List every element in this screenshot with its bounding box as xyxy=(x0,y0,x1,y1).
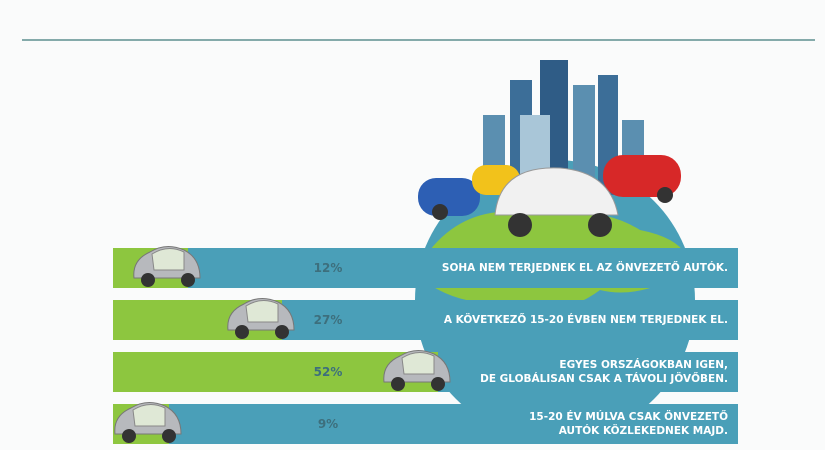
value-label: 52% xyxy=(313,365,343,379)
value-label: 27% xyxy=(313,313,343,327)
bar-row: 9% 15-20 ÉV MÚLVA CSAK ÖNVEZETŐ AUTÓK KÖZ… xyxy=(113,402,738,444)
value-label: 9% xyxy=(317,417,339,431)
bar-row: 12% SOHA NEM TERJEDNEK EL AZ ÖNVEZETŐ AUT… xyxy=(113,246,738,288)
bar xyxy=(113,352,438,392)
bar-track xyxy=(113,248,738,288)
cars xyxy=(418,155,681,237)
car-icon xyxy=(109,394,187,444)
bar-row: 52% EGYES ORSZÁGOKBAN IGEN, DE GLOBÁLISAN… xyxy=(113,350,738,392)
bar-row: 27% A KÖVETKEZŐ 15-20 ÉVBEN NEM TERJEDNEK… xyxy=(113,298,738,340)
category-label: 15-20 ÉV MÚLVA CSAK ÖNVEZETŐ AUTÓK KÖZLE… xyxy=(529,411,728,437)
category-label: SOHA NEM TERJEDNEK EL AZ ÖNVEZETŐ AUTÓK. xyxy=(441,262,728,274)
car-icon xyxy=(378,342,456,392)
bar-track xyxy=(113,404,738,444)
category-label: EGYES ORSZÁGOKBAN IGEN, DE GLOBÁLISAN CS… xyxy=(480,359,728,385)
car-icon xyxy=(128,238,206,288)
category-label: A KÖVETKEZŐ 15-20 ÉVBEN NEM TERJEDNEK EL… xyxy=(443,314,728,326)
car-icon xyxy=(222,290,300,340)
value-label: 12% xyxy=(313,261,343,275)
